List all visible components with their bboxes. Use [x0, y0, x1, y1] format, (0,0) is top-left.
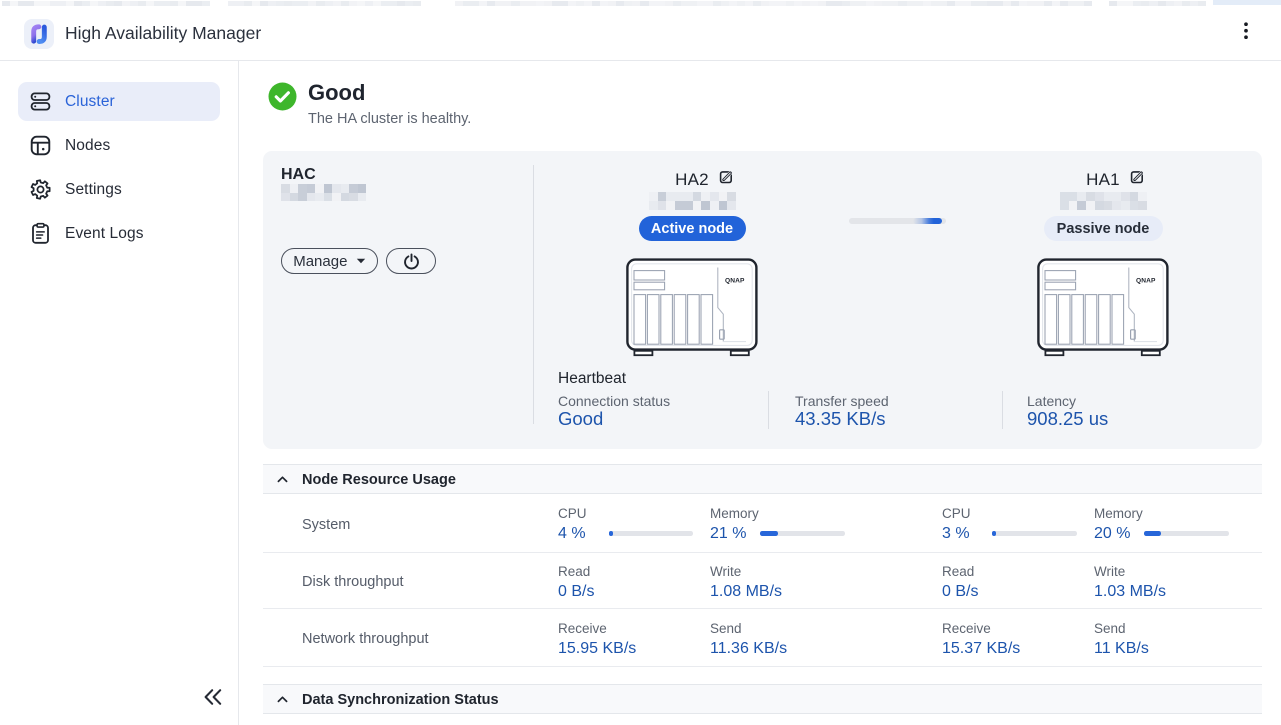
- svg-text:QNAP: QNAP: [725, 278, 745, 285]
- svg-text:QNAP: QNAP: [1136, 278, 1156, 285]
